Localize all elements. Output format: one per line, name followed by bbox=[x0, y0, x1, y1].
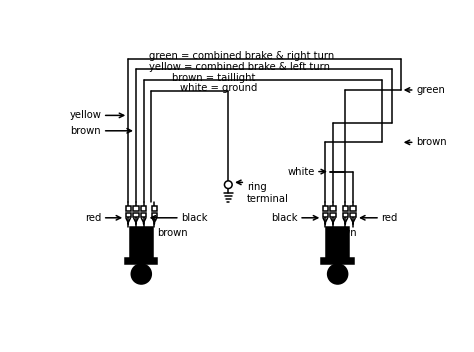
Bar bbox=[152, 206, 157, 210]
Circle shape bbox=[225, 181, 232, 189]
Bar bbox=[133, 206, 138, 210]
Text: black: black bbox=[271, 213, 298, 223]
Text: brown: brown bbox=[326, 228, 357, 238]
Text: brown: brown bbox=[416, 137, 447, 147]
Bar bbox=[326, 227, 349, 258]
Text: ring
terminal: ring terminal bbox=[247, 182, 289, 204]
Text: brown: brown bbox=[157, 228, 187, 238]
Bar bbox=[330, 213, 336, 217]
Bar bbox=[323, 206, 328, 210]
Bar bbox=[152, 213, 157, 217]
Text: green = combined brake & right turn: green = combined brake & right turn bbox=[149, 51, 334, 61]
Text: brown = taillight: brown = taillight bbox=[172, 73, 255, 83]
Bar bbox=[126, 213, 131, 217]
Bar bbox=[330, 206, 336, 210]
Circle shape bbox=[328, 264, 347, 284]
Bar bbox=[350, 213, 356, 217]
Text: red: red bbox=[85, 213, 101, 223]
Bar bbox=[125, 258, 157, 264]
Text: yellow = combined brake & left turn: yellow = combined brake & left turn bbox=[149, 62, 330, 72]
Bar bbox=[321, 258, 354, 264]
Text: red: red bbox=[382, 213, 398, 223]
Circle shape bbox=[131, 264, 151, 284]
Text: white = ground: white = ground bbox=[180, 83, 257, 93]
Bar bbox=[323, 213, 328, 217]
Text: brown: brown bbox=[71, 126, 101, 136]
Text: yellow: yellow bbox=[69, 111, 101, 120]
Text: white: white bbox=[287, 166, 315, 177]
Text: green: green bbox=[416, 85, 445, 95]
Bar bbox=[126, 206, 131, 210]
Bar bbox=[133, 213, 138, 217]
Bar bbox=[141, 213, 146, 217]
Bar bbox=[343, 206, 348, 210]
Text: black: black bbox=[182, 213, 208, 223]
Bar bbox=[141, 206, 146, 210]
Bar bbox=[343, 213, 348, 217]
Bar bbox=[350, 206, 356, 210]
Bar bbox=[130, 227, 153, 258]
